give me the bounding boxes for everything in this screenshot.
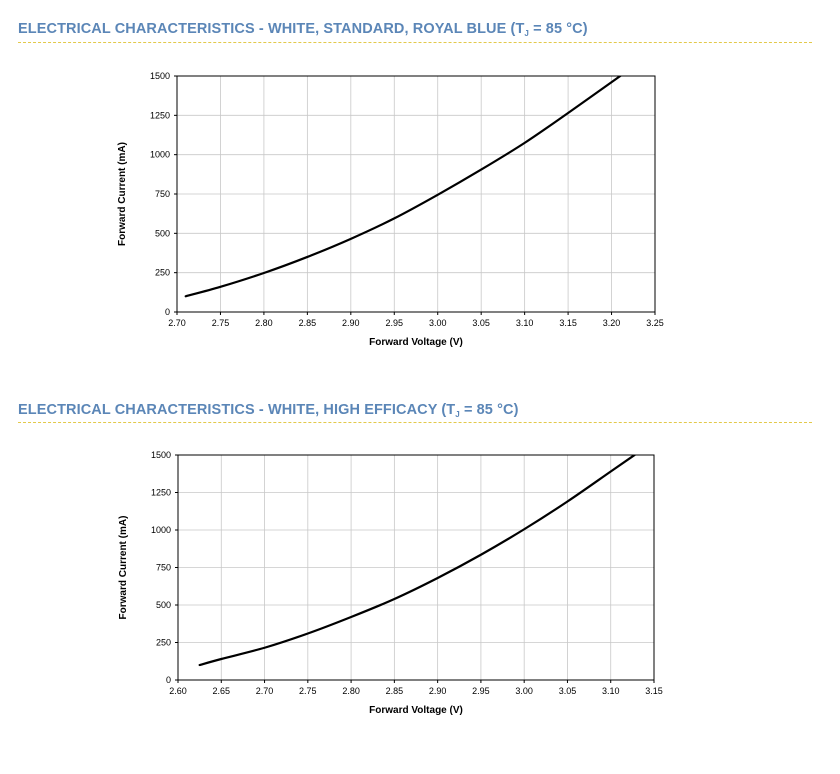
- y-tick-label: 500: [156, 600, 171, 610]
- x-tick-label: 2.85: [299, 318, 317, 328]
- series-line: [198, 455, 637, 667]
- section-divider: [18, 422, 812, 423]
- x-tick-label: 3.20: [603, 318, 621, 328]
- x-tick-label: 3.15: [559, 318, 577, 328]
- y-tick-label: 750: [156, 563, 171, 573]
- x-tick-label: 3.05: [472, 318, 490, 328]
- y-axis-label: Forward Current (mA): [117, 142, 128, 246]
- x-tick-label: 3.00: [515, 686, 533, 696]
- x-tick-label: 3.00: [429, 318, 447, 328]
- x-tick-label: 2.90: [342, 318, 360, 328]
- y-tick-label: 250: [155, 268, 170, 278]
- y-tick-label: 1500: [151, 450, 171, 460]
- grid: [177, 454, 655, 681]
- x-tick-label: 2.75: [212, 318, 230, 328]
- x-tick-label: 2.80: [255, 318, 273, 328]
- section-title: ELECTRICAL CHARACTERISTICS - WHITE, STAN…: [18, 21, 588, 38]
- x-tick-label: 2.95: [472, 686, 490, 696]
- y-tick-label: 750: [155, 189, 170, 199]
- forward-voltage-chart-high-efficacy: 2.60 2.65 2.70 2.75 2.80 2.85 2.90 2.95 3.00 3.05…: [118, 450, 663, 716]
- y-tick-label: 1000: [151, 525, 171, 535]
- y-tick-label: 1000: [150, 150, 170, 160]
- forward-voltage-chart-standard: 2.70 2.75 2.80 2.85 2.90 2.95 3.00 3.05 3.10 3.15…: [117, 71, 664, 348]
- x-tick-label: 3.25: [646, 318, 664, 328]
- x-tick-label: 2.85: [386, 686, 404, 696]
- x-tick-label: 2.65: [213, 686, 231, 696]
- x-tick-label: 2.70: [168, 318, 186, 328]
- section-title: ELECTRICAL CHARACTERISTICS - WHITE, HIGH…: [18, 402, 519, 419]
- x-tick-label: 2.60: [169, 686, 187, 696]
- x-tick-label: 2.95: [386, 318, 404, 328]
- x-tick-label: 2.80: [342, 686, 360, 696]
- x-tick-label: 2.90: [429, 686, 447, 696]
- x-tick-label: 3.05: [559, 686, 577, 696]
- x-tick-label: 2.75: [299, 686, 317, 696]
- x-tick-label: 2.70: [256, 686, 274, 696]
- section-divider: [18, 42, 812, 43]
- y-tick-label: 1500: [150, 71, 170, 81]
- grid: [176, 75, 656, 313]
- y-tick-label: 1250: [151, 488, 171, 498]
- y-tick-label: 1250: [150, 110, 170, 120]
- y-axis-label: Forward Current (mA): [118, 516, 129, 620]
- x-tick-label: 3.15: [645, 686, 663, 696]
- y-tick-label: 0: [165, 307, 170, 317]
- y-tick-label: 0: [166, 675, 171, 685]
- x-axis-label: Forward Voltage (V): [369, 337, 463, 348]
- y-tick-label: 250: [156, 638, 171, 648]
- y-tick-label: 500: [155, 228, 170, 238]
- x-axis-label: Forward Voltage (V): [369, 705, 463, 716]
- series-line: [184, 76, 622, 298]
- x-tick-label: 3.10: [602, 686, 620, 696]
- x-tick-label: 3.10: [516, 318, 534, 328]
